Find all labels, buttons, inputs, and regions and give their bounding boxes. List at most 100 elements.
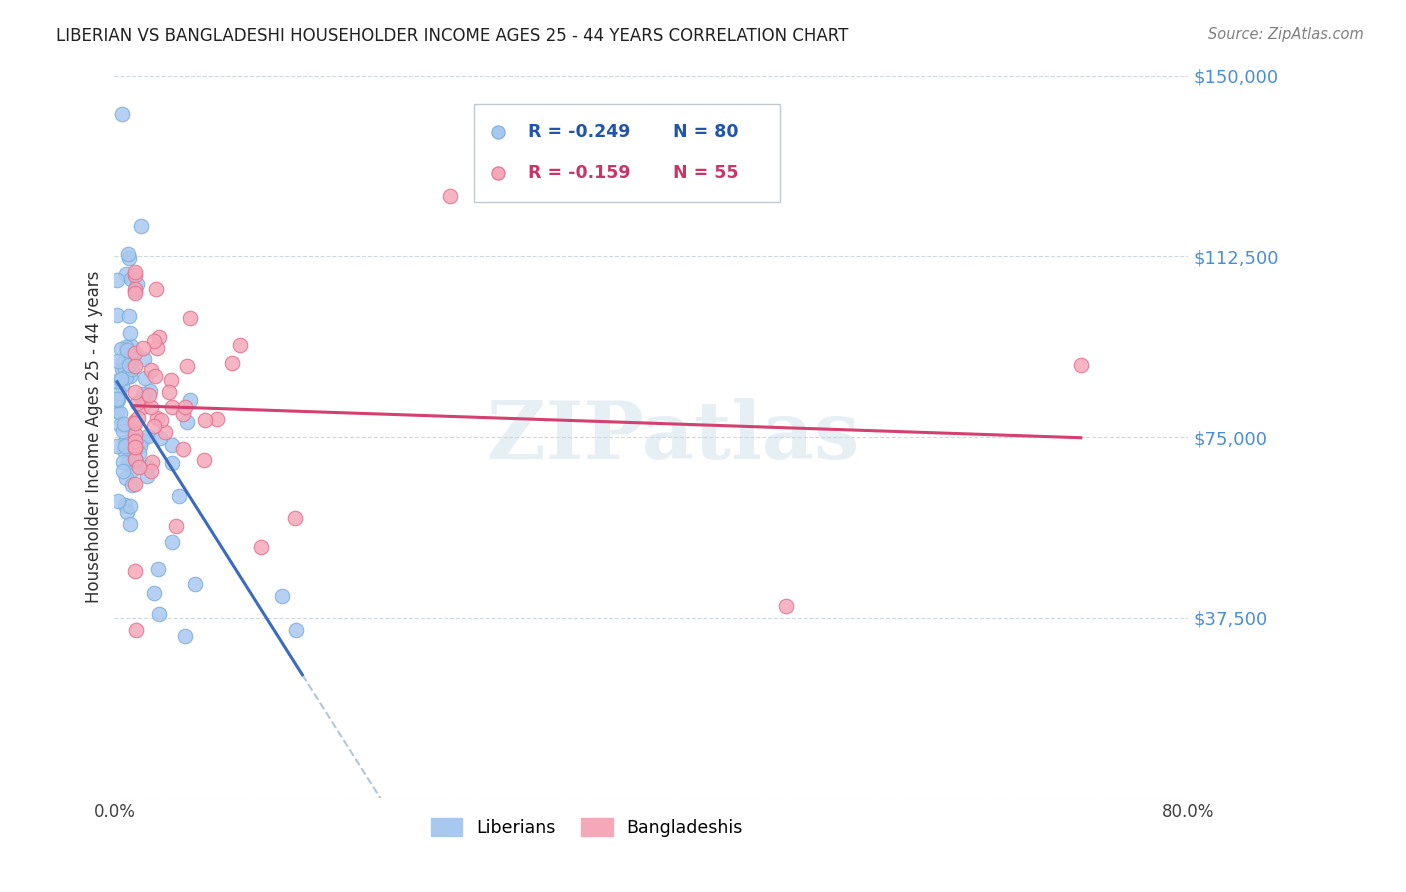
Point [172, 442, 194, 457]
Point [165, 519, 187, 533]
Point [179, 311, 201, 326]
Point [105, 273, 128, 287]
Point [125, 623, 148, 637]
Point [120, 500, 142, 514]
Point [141, 455, 163, 469]
Point [142, 585, 165, 599]
Point [114, 369, 136, 384]
Point [105, 374, 128, 388]
Point [111, 378, 134, 392]
Point [125, 277, 148, 291]
Point [114, 439, 136, 453]
Point [105, 439, 128, 453]
Point [124, 265, 146, 279]
Point [775, 599, 797, 613]
Point [114, 361, 136, 376]
Point [131, 400, 153, 414]
Point [136, 429, 159, 443]
Point [143, 369, 166, 384]
Point [582, 791, 605, 805]
Point [117, 505, 139, 519]
Point [143, 418, 166, 433]
Point [118, 326, 141, 340]
Point [582, 791, 605, 805]
Text: ZIPatlas: ZIPatlas [486, 398, 859, 476]
Point [124, 384, 146, 399]
Point [118, 451, 141, 466]
Point [107, 392, 129, 407]
Point [146, 341, 169, 355]
Text: R = -0.159: R = -0.159 [527, 164, 630, 182]
Point [121, 362, 143, 376]
Point [107, 353, 129, 368]
Point [124, 286, 146, 301]
Point [129, 219, 152, 234]
Point [221, 356, 243, 370]
Point [143, 334, 166, 349]
Point [124, 427, 146, 442]
Point [176, 359, 198, 373]
Point [117, 343, 139, 357]
Point [249, 540, 271, 554]
Point [193, 453, 215, 467]
Point [124, 440, 146, 454]
Legend: Liberians, Bangladeshis: Liberians, Bangladeshis [423, 812, 749, 844]
Point [124, 477, 146, 491]
Point [110, 372, 132, 386]
Point [184, 577, 207, 591]
Point [160, 400, 183, 414]
Point [108, 385, 131, 400]
Point [118, 251, 141, 265]
Point [125, 396, 148, 410]
Text: N = 80: N = 80 [672, 123, 738, 141]
Point [271, 589, 294, 603]
Point [148, 607, 170, 621]
Point [162, 535, 184, 549]
Point [124, 346, 146, 360]
Point [124, 434, 146, 448]
Point [179, 392, 201, 407]
Point [284, 510, 307, 524]
Point [114, 434, 136, 449]
Point [112, 417, 135, 432]
Point [153, 425, 176, 439]
Text: R = -0.249: R = -0.249 [527, 123, 630, 141]
Point [114, 498, 136, 512]
Point [148, 562, 170, 576]
Point [124, 359, 146, 373]
Point [118, 309, 141, 323]
Point [124, 564, 146, 578]
Point [112, 442, 135, 457]
Point [108, 418, 131, 433]
Point [139, 362, 162, 376]
Point [149, 432, 172, 446]
Point [120, 443, 142, 458]
Point [120, 339, 142, 353]
Point [149, 413, 172, 427]
Point [128, 446, 150, 460]
Point [112, 455, 135, 469]
Text: Source: ZipAtlas.com: Source: ZipAtlas.com [1208, 27, 1364, 42]
Point [284, 623, 307, 637]
Point [131, 433, 153, 447]
Point [136, 469, 159, 483]
Point [160, 438, 183, 452]
Point [145, 282, 167, 296]
Point [108, 406, 131, 420]
Point [117, 247, 139, 261]
Point [129, 439, 152, 453]
Point [118, 358, 141, 372]
Point [124, 417, 146, 431]
Point [122, 347, 145, 361]
Point [112, 464, 135, 478]
Point [207, 412, 229, 426]
Point [107, 494, 129, 508]
Point [134, 371, 156, 385]
Point [139, 384, 162, 398]
Point [105, 403, 128, 417]
Point [172, 407, 194, 421]
Point [105, 308, 128, 322]
Point [125, 454, 148, 468]
Point [111, 362, 134, 376]
Point [120, 272, 142, 286]
